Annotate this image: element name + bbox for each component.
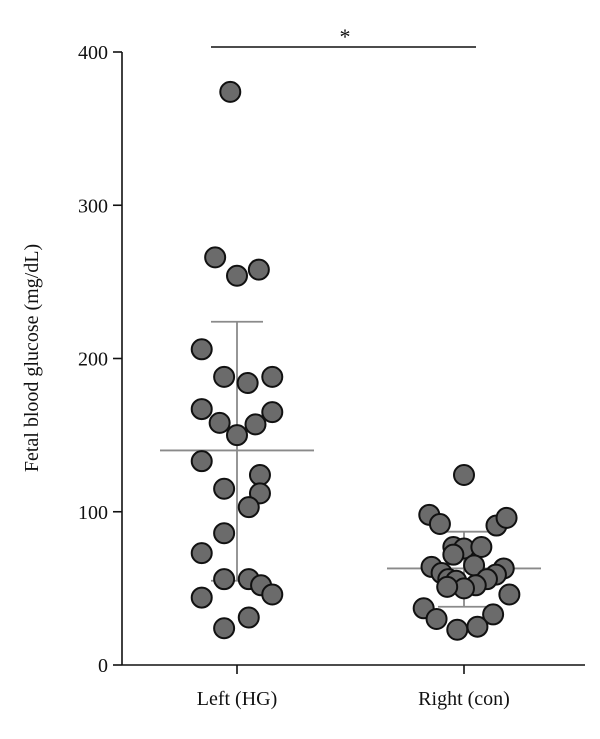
data-point — [213, 568, 236, 591]
data-point — [466, 615, 489, 638]
data-point — [226, 264, 248, 287]
data-point — [446, 618, 469, 641]
x-category-label: Left (HG) — [197, 688, 278, 710]
data-point — [213, 477, 236, 500]
data-point — [237, 606, 260, 629]
data-point — [213, 365, 236, 388]
data-point — [190, 398, 213, 421]
y-ticks: 0 100 200 300 400 — [78, 42, 122, 677]
data-point — [219, 80, 242, 103]
data-point — [190, 450, 213, 473]
data-point — [190, 586, 213, 609]
data-point — [498, 583, 521, 606]
data-point — [190, 542, 213, 565]
x-ticks: Left (HG) Right (con) — [197, 665, 510, 710]
data-point — [495, 506, 518, 529]
data-point — [237, 496, 260, 519]
data-point — [244, 413, 267, 436]
data-point — [208, 411, 231, 434]
x-category-label: Right (con) — [418, 688, 510, 710]
y-tick-label: 0 — [98, 655, 108, 677]
data-point — [261, 583, 284, 606]
data-point — [226, 424, 248, 447]
y-tick-label: 200 — [78, 349, 108, 371]
data-point — [425, 608, 448, 631]
data-point — [470, 535, 493, 558]
significance-label: * — [340, 24, 351, 49]
data-point — [442, 543, 465, 566]
data-point — [428, 513, 451, 536]
data-point — [213, 522, 236, 545]
y-tick-label: 400 — [78, 42, 108, 64]
data-point — [482, 603, 505, 626]
y-tick-label: 300 — [78, 195, 108, 217]
data-point — [247, 258, 270, 281]
data-point — [204, 246, 227, 269]
significance-marker: * — [211, 24, 476, 49]
data-point — [190, 338, 213, 361]
data-point — [236, 372, 259, 395]
data-point — [248, 463, 271, 486]
y-axis-label: Fetal blood glucose (mg/dL) — [21, 244, 43, 472]
data-points — [190, 80, 521, 641]
data-point — [261, 365, 284, 388]
y-tick-label: 100 — [78, 502, 108, 524]
data-point — [213, 617, 236, 640]
data-point — [453, 463, 475, 486]
data-point — [436, 575, 459, 598]
data-point — [261, 401, 284, 424]
